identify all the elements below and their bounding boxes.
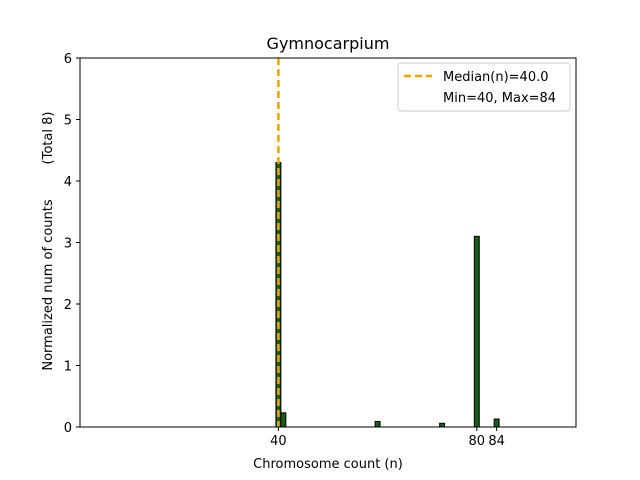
histogram-bar [473, 235, 480, 428]
axes-frame [79, 57, 577, 428]
histogram-bar [439, 422, 446, 428]
legend-range-label: Min=40, Max=84 [443, 91, 556, 106]
y-tick-label: 5 [64, 114, 72, 129]
y-tick-label: 2 [64, 298, 72, 313]
x-tick-label: 80 [469, 434, 486, 449]
y-tick-label: 3 [64, 237, 72, 252]
y-axis-label: Normalized num of counts [41, 199, 56, 370]
y-tick-label: 6 [64, 52, 72, 67]
chart-title: Gymnocarpium [267, 34, 390, 53]
y-tick-label: 1 [64, 360, 72, 375]
histogram-bar [493, 418, 500, 428]
histogram-bar [374, 420, 381, 428]
histogram-bar [280, 412, 287, 428]
x-tick-label: 84 [488, 434, 505, 449]
y-axis-total-note: (Total 8) [41, 112, 56, 165]
y-tick-label: 4 [64, 175, 72, 190]
y-tick-label: 0 [64, 421, 72, 436]
x-axis-label: Chromosome count (n) [253, 457, 403, 472]
legend-median-label: Median(n)=40.0 [443, 70, 549, 85]
legend: Median(n)=40.0 Min=40, Max=84 [397, 62, 571, 112]
legend-box [397, 62, 571, 112]
plot-area: 0 1 2 3 4 5 6 40 80 84 [64, 52, 505, 449]
x-tick-label: 40 [270, 434, 287, 449]
